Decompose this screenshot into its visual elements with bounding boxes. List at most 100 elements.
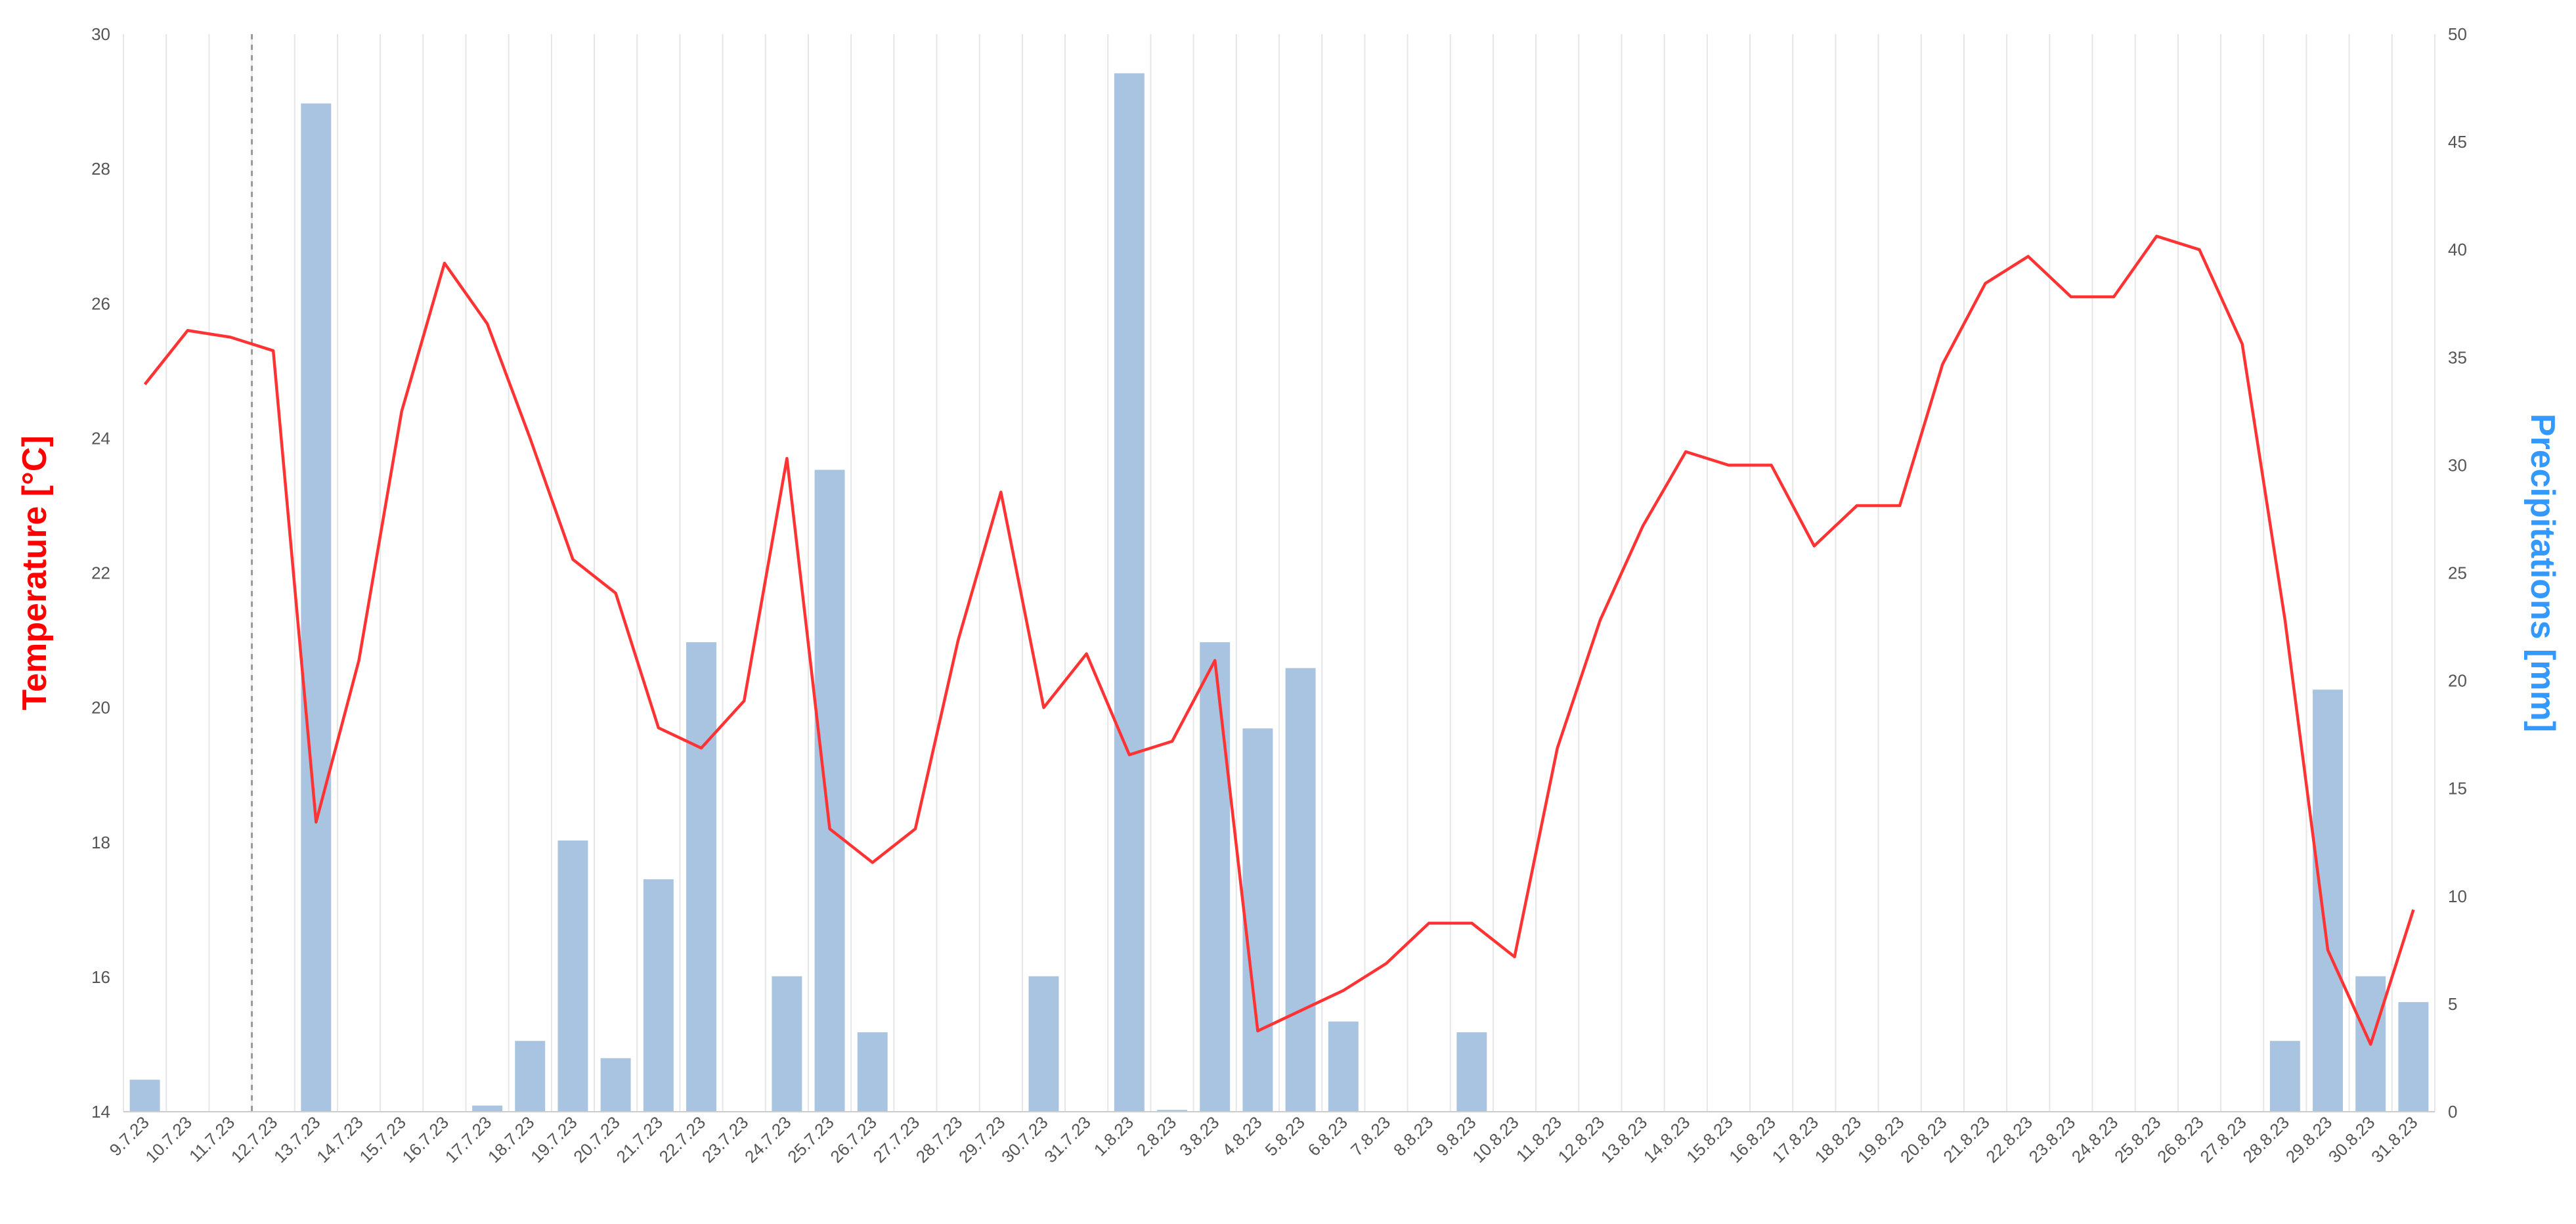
precipitation-bar <box>2312 689 2344 1112</box>
x-tick-label: 15.7.23 <box>355 1112 410 1167</box>
x-tick-label: 19.7.23 <box>527 1112 581 1167</box>
precipitation-bar <box>1456 1032 1488 1112</box>
left-tick-label: 28 <box>91 159 110 179</box>
x-tick-label: 10.7.23 <box>141 1112 196 1167</box>
precipitation-bar <box>856 1032 888 1112</box>
x-tick-label: 24.7.23 <box>741 1112 795 1167</box>
x-tick-label: 3.8.23 <box>1175 1112 1223 1160</box>
precipitation-bar <box>471 1104 504 1112</box>
x-tick-label: 11.7.23 <box>185 1112 238 1166</box>
precipitation-bar <box>2269 1040 2301 1112</box>
precipitation-bar <box>600 1057 632 1112</box>
x-tick-label: 31.8.23 <box>2367 1112 2422 1167</box>
precipitation-bar <box>642 879 674 1112</box>
x-tick-label: 22.8.23 <box>1982 1112 2036 1167</box>
x-tick-label: 23.8.23 <box>2025 1112 2080 1167</box>
right-tick-label: 20 <box>2448 671 2467 691</box>
temperature-line-layer <box>143 234 2415 1046</box>
right-tick-label: 40 <box>2448 240 2467 259</box>
x-tick-label: 26.7.23 <box>826 1112 881 1167</box>
x-tick-label: 12.8.23 <box>1554 1112 1609 1167</box>
x-tick-label: 30.8.23 <box>2325 1112 2379 1167</box>
x-tick-label: 17.8.23 <box>1768 1112 1823 1167</box>
x-tick-label: 17.7.23 <box>441 1112 496 1167</box>
x-tick-label: 2.8.23 <box>1133 1112 1180 1160</box>
right-tick-label: 15 <box>2448 779 2467 798</box>
x-tick-label: 21.7.23 <box>613 1112 667 1167</box>
precipitation-bar <box>1242 728 1274 1112</box>
left-tick-label: 24 <box>91 428 110 448</box>
x-tick-label: 7.8.23 <box>1347 1112 1394 1160</box>
right-tick-label: 10 <box>2448 886 2467 906</box>
right-tick-label: 45 <box>2448 132 2467 152</box>
x-tick-label: 10.8.23 <box>1468 1112 1523 1167</box>
precipitation-bar <box>771 975 803 1112</box>
right-tick-label: 5 <box>2448 994 2457 1014</box>
x-tick-label: 19.8.23 <box>1854 1112 1908 1167</box>
x-tick-label: 12.7.23 <box>227 1112 282 1167</box>
x-tick-label: 18.8.23 <box>1811 1112 1866 1167</box>
right-tick-label: 30 <box>2448 455 2467 475</box>
x-tick-label: 13.7.23 <box>270 1112 324 1167</box>
precipitation-bar <box>686 642 717 1112</box>
x-tick-label: 16.8.23 <box>1725 1112 1779 1167</box>
x-tick-label: 6.8.23 <box>1304 1112 1351 1160</box>
left-tick-label: 20 <box>91 698 110 718</box>
x-tick-label: 26.8.23 <box>2153 1112 2208 1167</box>
x-tick-label: 18.7.23 <box>484 1112 538 1167</box>
precipitation-bar <box>129 1079 161 1112</box>
right-tick-label: 25 <box>2448 563 2467 583</box>
left-tick-label: 14 <box>91 1102 110 1122</box>
left-tick-label: 18 <box>91 833 110 852</box>
x-tick-label: 20.8.23 <box>1896 1112 1951 1167</box>
left-axis-title: Temperature [°C] <box>16 435 54 710</box>
x-tick-label: 29.8.23 <box>2282 1112 2336 1167</box>
right-tick-label: 50 <box>2448 24 2467 44</box>
x-tick-label: 15.8.23 <box>1682 1112 1737 1167</box>
precipitation-bars <box>129 72 2430 1112</box>
left-tick-label: 16 <box>91 967 110 987</box>
grid <box>123 34 2435 1112</box>
left-tick-label: 30 <box>91 24 110 44</box>
right-axis-title: Precipitations [mm] <box>2523 414 2562 732</box>
x-tick-label: 21.8.23 <box>1939 1112 1994 1167</box>
x-tick-label: 5.8.23 <box>1261 1112 1309 1160</box>
precipitation-bar <box>557 839 589 1112</box>
precipitation-bar <box>300 102 332 1112</box>
precipitation-bar <box>1199 642 1231 1112</box>
left-tick-label: 22 <box>91 563 110 583</box>
x-tick-label: 29.7.23 <box>955 1112 1009 1167</box>
temperature-line <box>143 234 2415 1046</box>
x-tick-label: 27.7.23 <box>869 1112 924 1167</box>
x-tick-label: 11.8.23 <box>1512 1112 1565 1166</box>
x-tick-label: 25.7.23 <box>783 1112 838 1167</box>
x-tick-label: 24.8.23 <box>2068 1112 2122 1167</box>
x-tick-label: 25.8.23 <box>2110 1112 2165 1167</box>
x-tick-label: 14.8.23 <box>1640 1112 1694 1167</box>
x-tick-label: 16.7.23 <box>399 1112 453 1167</box>
x-tick-label: 28.7.23 <box>912 1112 967 1167</box>
precipitation-bar <box>514 1040 546 1112</box>
precipitation-bar <box>1327 1020 1359 1112</box>
x-tick-label: 30.7.23 <box>997 1112 1052 1167</box>
precipitation-bar <box>1284 667 1317 1112</box>
x-tick-label: 31.7.23 <box>1040 1112 1095 1167</box>
x-tick-label: 13.8.23 <box>1597 1112 1651 1167</box>
x-tick-label: 1.8.23 <box>1090 1112 1137 1160</box>
x-tick-label: 22.7.23 <box>655 1112 710 1167</box>
precipitation-bar <box>2397 1001 2430 1112</box>
precipitation-bar <box>1028 975 1060 1112</box>
left-tick-label: 26 <box>91 294 110 313</box>
x-tick-label: 14.7.23 <box>313 1112 367 1167</box>
x-tick-label: 28.8.23 <box>2239 1112 2294 1167</box>
precipitation-bar <box>814 469 846 1112</box>
x-tick-label: 4.8.23 <box>1218 1112 1265 1160</box>
x-tick-label: 27.8.23 <box>2196 1112 2250 1167</box>
right-tick-label: 0 <box>2448 1102 2457 1122</box>
x-tick-label: 20.7.23 <box>569 1112 624 1167</box>
precipitation-bar <box>1113 72 1145 1112</box>
right-tick-label: 35 <box>2448 347 2467 367</box>
x-tick-label: 23.7.23 <box>698 1112 753 1167</box>
x-tick-label: 8.8.23 <box>1389 1112 1437 1160</box>
